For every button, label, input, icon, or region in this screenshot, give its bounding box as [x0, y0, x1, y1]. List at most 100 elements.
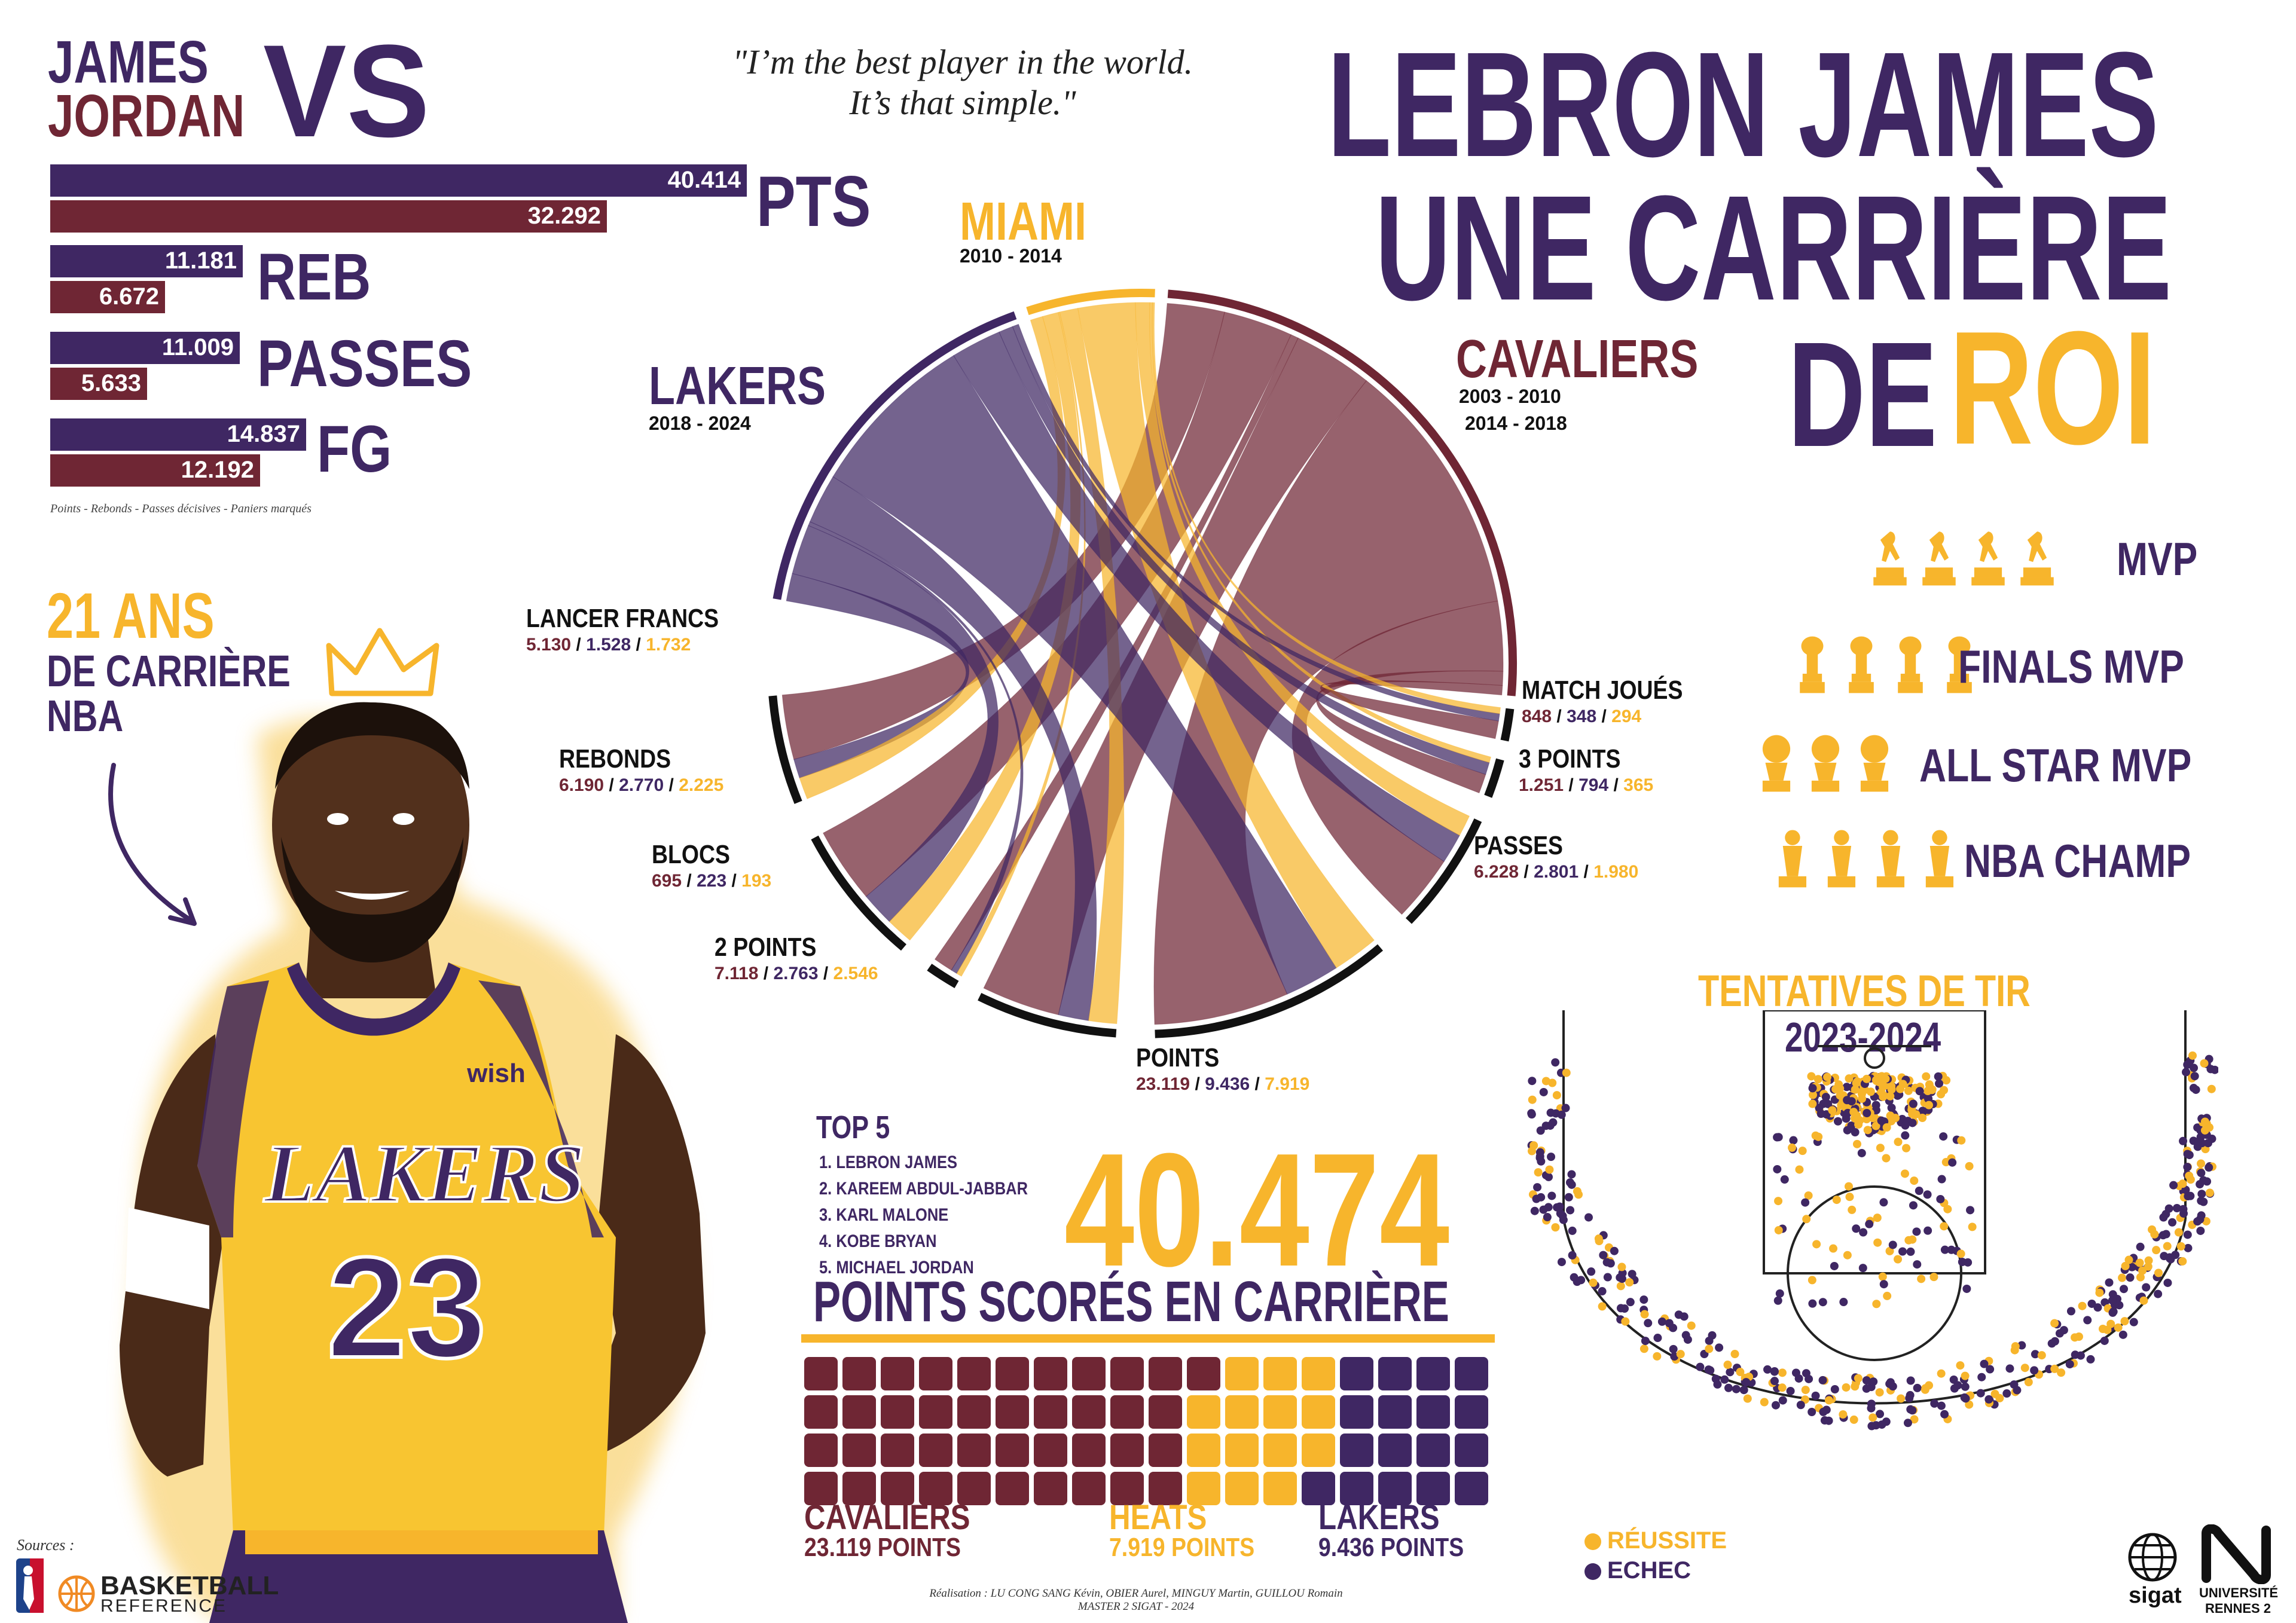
missed-shot-dot	[1539, 1205, 1548, 1214]
arc-lakers	[773, 311, 1017, 600]
jordan-value: 5.633	[81, 370, 141, 396]
jordan-bar: 5.633	[50, 368, 147, 400]
stat-arc	[768, 695, 802, 804]
waffle-cell-cavaliers	[919, 1395, 952, 1429]
lak-value: 348	[1567, 707, 1597, 726]
stat-arc	[811, 835, 906, 951]
made-shot-dot	[1873, 1238, 1882, 1247]
missed-shot-dot	[1537, 1193, 1546, 1202]
missed-shot-dot	[1720, 1375, 1729, 1384]
stat-label: PASSES	[257, 327, 472, 401]
ribbon-lak	[832, 355, 1337, 995]
trophy-icon	[1849, 636, 1874, 693]
career-line-2: DE CARRIÈRE	[47, 646, 291, 696]
missed-shot-dot	[1763, 1365, 1772, 1374]
james-value: 11.181	[164, 247, 237, 274]
missed-shot-dot	[1696, 1362, 1705, 1371]
missed-shot-dot	[2066, 1307, 2075, 1316]
missed-shot-dot	[1961, 1382, 1970, 1391]
made-shot-dot	[1824, 1396, 1833, 1405]
missed-shot-dot	[1879, 1198, 1888, 1207]
made-shot-dot	[1774, 1225, 1783, 1234]
missed-shot-dot	[1770, 1367, 1779, 1376]
missed-shot-dot	[1704, 1365, 1713, 1374]
cav-value: 695	[652, 871, 682, 891]
missed-shot-dot	[1824, 1416, 1833, 1425]
made-shot-dot	[1900, 1169, 1909, 1178]
missed-shot-dot	[1863, 1109, 1871, 1118]
mia-value: 1.980	[1593, 862, 1639, 882]
james-value: 40.414	[667, 167, 741, 193]
made-shot-dot	[1551, 1223, 1560, 1232]
missed-shot-dot	[1865, 1219, 1874, 1228]
made-shot-dot	[1879, 1082, 1888, 1091]
rennes2-logo-line-2: RENNES 2	[2205, 1601, 2271, 1616]
missed-shot-dot	[1770, 1377, 1779, 1386]
player-trophy-icon	[2020, 531, 2054, 586]
chord-stat-label: 2 POINTS	[715, 933, 817, 962]
ribbon-mia	[1152, 302, 1501, 714]
waffle-cell-lakers	[1340, 1472, 1373, 1505]
waffle-cell-lakers	[1378, 1472, 1412, 1505]
missed-shot-dot	[2086, 1355, 2095, 1364]
missed-shot-dot	[2136, 1242, 2145, 1251]
waffle-cell-heats	[1187, 1472, 1220, 1505]
chord-stat-values: 6.228 / 2.801 / 1.980	[1474, 862, 1639, 882]
missed-shot-dot	[1541, 1121, 1550, 1130]
waffle-cell-lakers	[1416, 1395, 1450, 1429]
waffle-cell-cavaliers	[881, 1357, 914, 1390]
made-shot-dot	[1594, 1234, 1603, 1243]
made-shot-dot	[1736, 1368, 1745, 1377]
made-shot-dot	[1863, 1126, 1872, 1135]
missed-shot-dot	[1715, 1343, 1724, 1352]
missed-shot-dot	[2108, 1296, 2117, 1305]
top5-item: 3. KARL MALONE	[819, 1205, 949, 1225]
waffle-cell-cavaliers	[996, 1434, 1029, 1467]
made-shot-dot	[1809, 1090, 1818, 1099]
cav-value: 7.118	[715, 964, 759, 983]
made-shot-dot	[2118, 1273, 2127, 1282]
made-shot-dot	[2174, 1228, 2183, 1237]
jersey-team-text: LAKERS	[263, 1127, 585, 1220]
legend-missed-label: ECHEC	[1607, 1557, 1692, 1584]
missed-shot-dot	[1771, 1401, 1780, 1410]
missed-shot-dot	[1879, 1280, 1888, 1289]
waffle-cell-cavaliers	[1110, 1395, 1144, 1429]
missed-shot-dot	[1960, 1393, 1969, 1402]
made-shot-dot	[2178, 1257, 2187, 1266]
waffle-cell-cavaliers	[881, 1472, 914, 1505]
stat-arc	[978, 992, 1117, 1038]
missed-shot-dot	[1949, 1375, 1958, 1384]
james-bar: 14.837	[50, 418, 306, 451]
title-line-2: UNE CARRIÈRE	[1375, 164, 2172, 331]
lak-value: 1.528	[586, 635, 631, 655]
chord-diagram	[768, 289, 1517, 1038]
missed-shot-dot	[2184, 1243, 2193, 1252]
made-shot-dot	[1902, 1144, 1911, 1153]
missed-shot-dot	[1568, 1226, 1577, 1235]
missed-shot-dot	[2169, 1181, 2178, 1190]
missed-shot-dot	[1976, 1389, 1985, 1398]
made-shot-dot	[1910, 1176, 1919, 1185]
made-shot-dot	[1882, 1123, 1891, 1132]
james-bar: 40.414	[50, 164, 747, 197]
missed-shot-dot	[2197, 1169, 2206, 1178]
waffle-cell-cavaliers	[1149, 1472, 1182, 1505]
waffle-cell-heats	[1187, 1395, 1220, 1429]
waffle-cell-cavaliers	[957, 1357, 991, 1390]
mia-value: 294	[1611, 707, 1642, 726]
top5-item: 1. LEBRON JAMES	[819, 1153, 957, 1172]
missed-shot-dot	[1986, 1365, 1995, 1374]
made-shot-dot	[1812, 1240, 1821, 1249]
missed-shot-dot	[1962, 1284, 1971, 1293]
made-shot-dot	[1640, 1310, 1649, 1319]
made-shot-dot	[2144, 1256, 2153, 1265]
missed-shot-dot	[1791, 1368, 1800, 1377]
made-shot-dot	[1942, 1076, 1951, 1085]
missed-shot-dot	[1819, 1407, 1828, 1416]
james-label: JAMES	[48, 29, 209, 96]
made-shot-dot	[2124, 1255, 2133, 1264]
missed-shot-dot	[1912, 1227, 1921, 1236]
missed-shot-dot	[2203, 1139, 2212, 1148]
made-shot-dot	[2011, 1342, 2020, 1351]
